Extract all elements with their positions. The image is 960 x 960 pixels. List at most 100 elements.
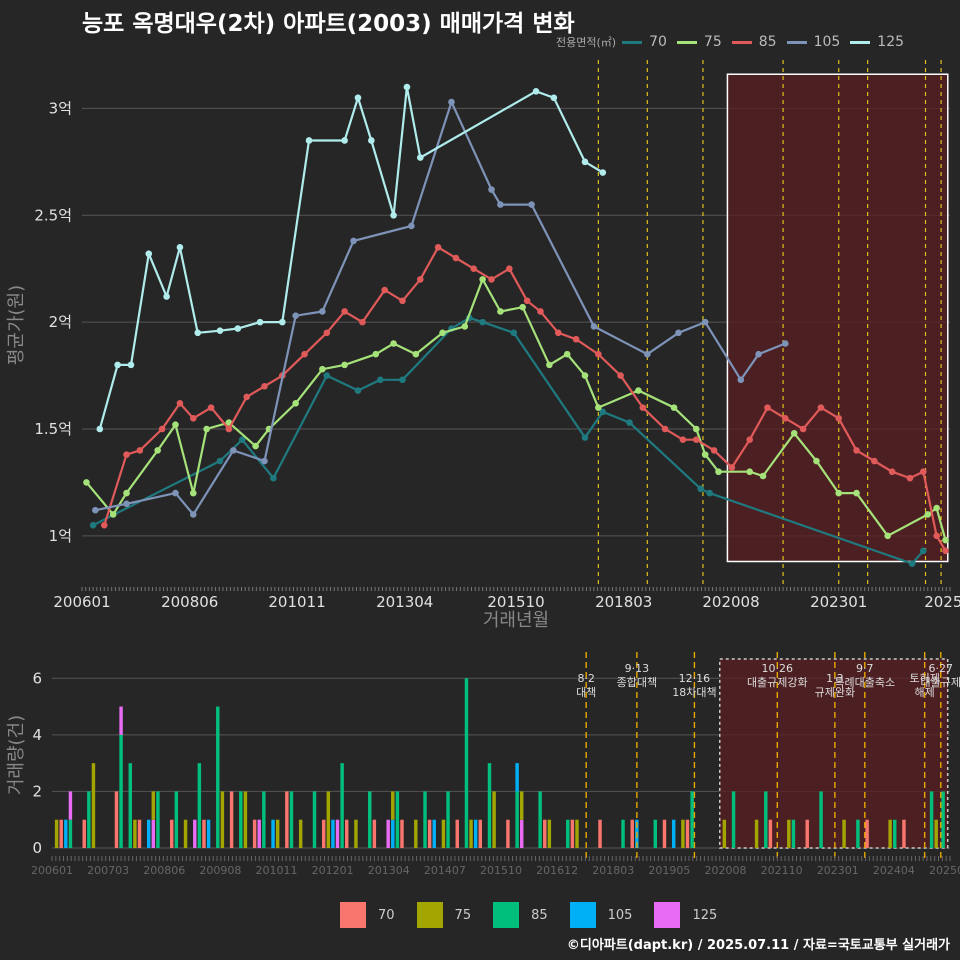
price-point-105 [755,350,762,358]
price-y-tick-label: 3억 [49,99,72,117]
volume-bar-85 [68,819,73,848]
volume-bar-70 [252,819,257,848]
volume-y-axis-title: 거래량(건) [6,715,27,795]
volume-bar-105 [64,819,68,848]
volume-bar-125 [386,819,390,848]
price-point-70 [510,329,518,337]
price-point-125 [341,137,348,144]
price-point-85 [207,404,215,411]
legend-item-70: 70 [622,34,667,50]
price-point-105 [230,447,237,454]
volume-legend-label-75: 75 [454,907,472,923]
area-legend: 전용면적(㎡) 70 75 85 105 125 [556,32,914,52]
price-y-tick-label: 1억 [49,527,72,545]
policy-label: 규제완화 [815,686,855,699]
price-point-85 [554,329,562,337]
price-point-85 [853,447,860,454]
volume-swatch-85 [493,902,520,928]
volume-x-tick-label: 200601 [31,864,73,877]
price-point-85 [341,308,348,315]
price-point-75 [252,442,259,450]
price-point-85 [381,286,388,294]
price-point-125 [305,137,313,144]
price-point-75 [715,468,722,476]
price-point-75 [497,308,504,315]
price-point-85 [572,335,580,343]
price-x-tick-label: 202008 [702,593,759,611]
price-line-75 [85,276,947,541]
price-point-70 [908,560,916,567]
price-point-70 [599,408,607,416]
volume-x-tick-label: 201304 [368,864,410,877]
price-point-75 [203,425,210,433]
volume-bar-85 [197,763,202,848]
volume-x-tick-label: 201803 [592,864,634,877]
volume-bar-85 [487,763,492,848]
legend-label-85: 85 [758,34,777,50]
legend-item-125: 125 [850,34,904,50]
policy-label: 종합대책 [617,676,657,689]
volume-bar-75 [519,791,524,820]
volume-bar-70 [114,791,119,848]
volume-bar-70 [598,819,602,848]
price-point-75 [319,365,326,373]
price-point-85 [746,436,753,443]
chart-title: 능포 옥명대우(2차) 아파트(2003) 매매가격 변화 [82,11,575,37]
price-point-125 [256,318,264,326]
volume-legend-item-85: 85 [493,902,548,928]
volume-bar-75 [298,819,303,848]
policy-label: 9·13 [625,662,650,675]
price-point-70 [919,547,927,555]
price-point-70 [323,372,331,379]
volume-bar-70 [455,819,459,848]
price-x-tick-label: 201011 [268,593,325,611]
volume-bar-70 [865,819,869,848]
volume-bar-75 [91,763,96,848]
price-point-125 [176,244,184,251]
price-point-85 [225,425,233,433]
legend-swatch-70 [622,40,643,44]
price-point-70 [399,376,406,384]
price-point-85 [537,308,544,315]
volume-bar-75 [151,791,156,820]
volume-legend-item-125: 125 [654,902,717,928]
volume-bar-105 [391,819,395,848]
price-point-125 [279,318,286,326]
volume-bar-75 [787,819,791,848]
volume-bar-70 [372,819,377,848]
price-point-125 [403,83,411,91]
price-point-75 [701,451,709,458]
volume-x-tick-label: 202008 [705,864,747,877]
volume-bar-85 [368,791,372,848]
policy-label: 9·7 [856,662,874,675]
legend-label-125: 125 [877,34,905,50]
price-point-105 [644,350,651,358]
volume-bar-85 [690,791,694,848]
price-point-75 [519,303,526,311]
volume-x-tick-label: 202110 [761,864,803,877]
volume-bar-70 [137,819,142,848]
legend-label-75: 75 [703,34,722,50]
volume-bar-85 [893,819,897,848]
price-point-70 [626,419,633,426]
volume-bar-85 [856,819,860,848]
volume-bar-105 [515,763,519,792]
legend-label-105: 105 [813,34,841,50]
volume-legend-label-70: 70 [378,907,395,923]
highlight-region [726,73,949,563]
volume-bar-85 [731,791,736,848]
volume-highlight-region [718,658,949,849]
price-point-85 [488,276,495,283]
volume-bar-75 [275,819,280,848]
price-point-85 [661,425,669,433]
price-point-85 [158,425,166,433]
price-line-125 [98,86,604,430]
volume-bar-70 [400,819,404,848]
policy-label: 대책 [576,686,596,699]
volume-bar-70 [321,819,326,848]
volume-legend-label-85: 85 [531,907,548,923]
price-point-85 [100,521,108,529]
price-point-105 [319,308,326,315]
volume-bar-85 [819,791,823,848]
